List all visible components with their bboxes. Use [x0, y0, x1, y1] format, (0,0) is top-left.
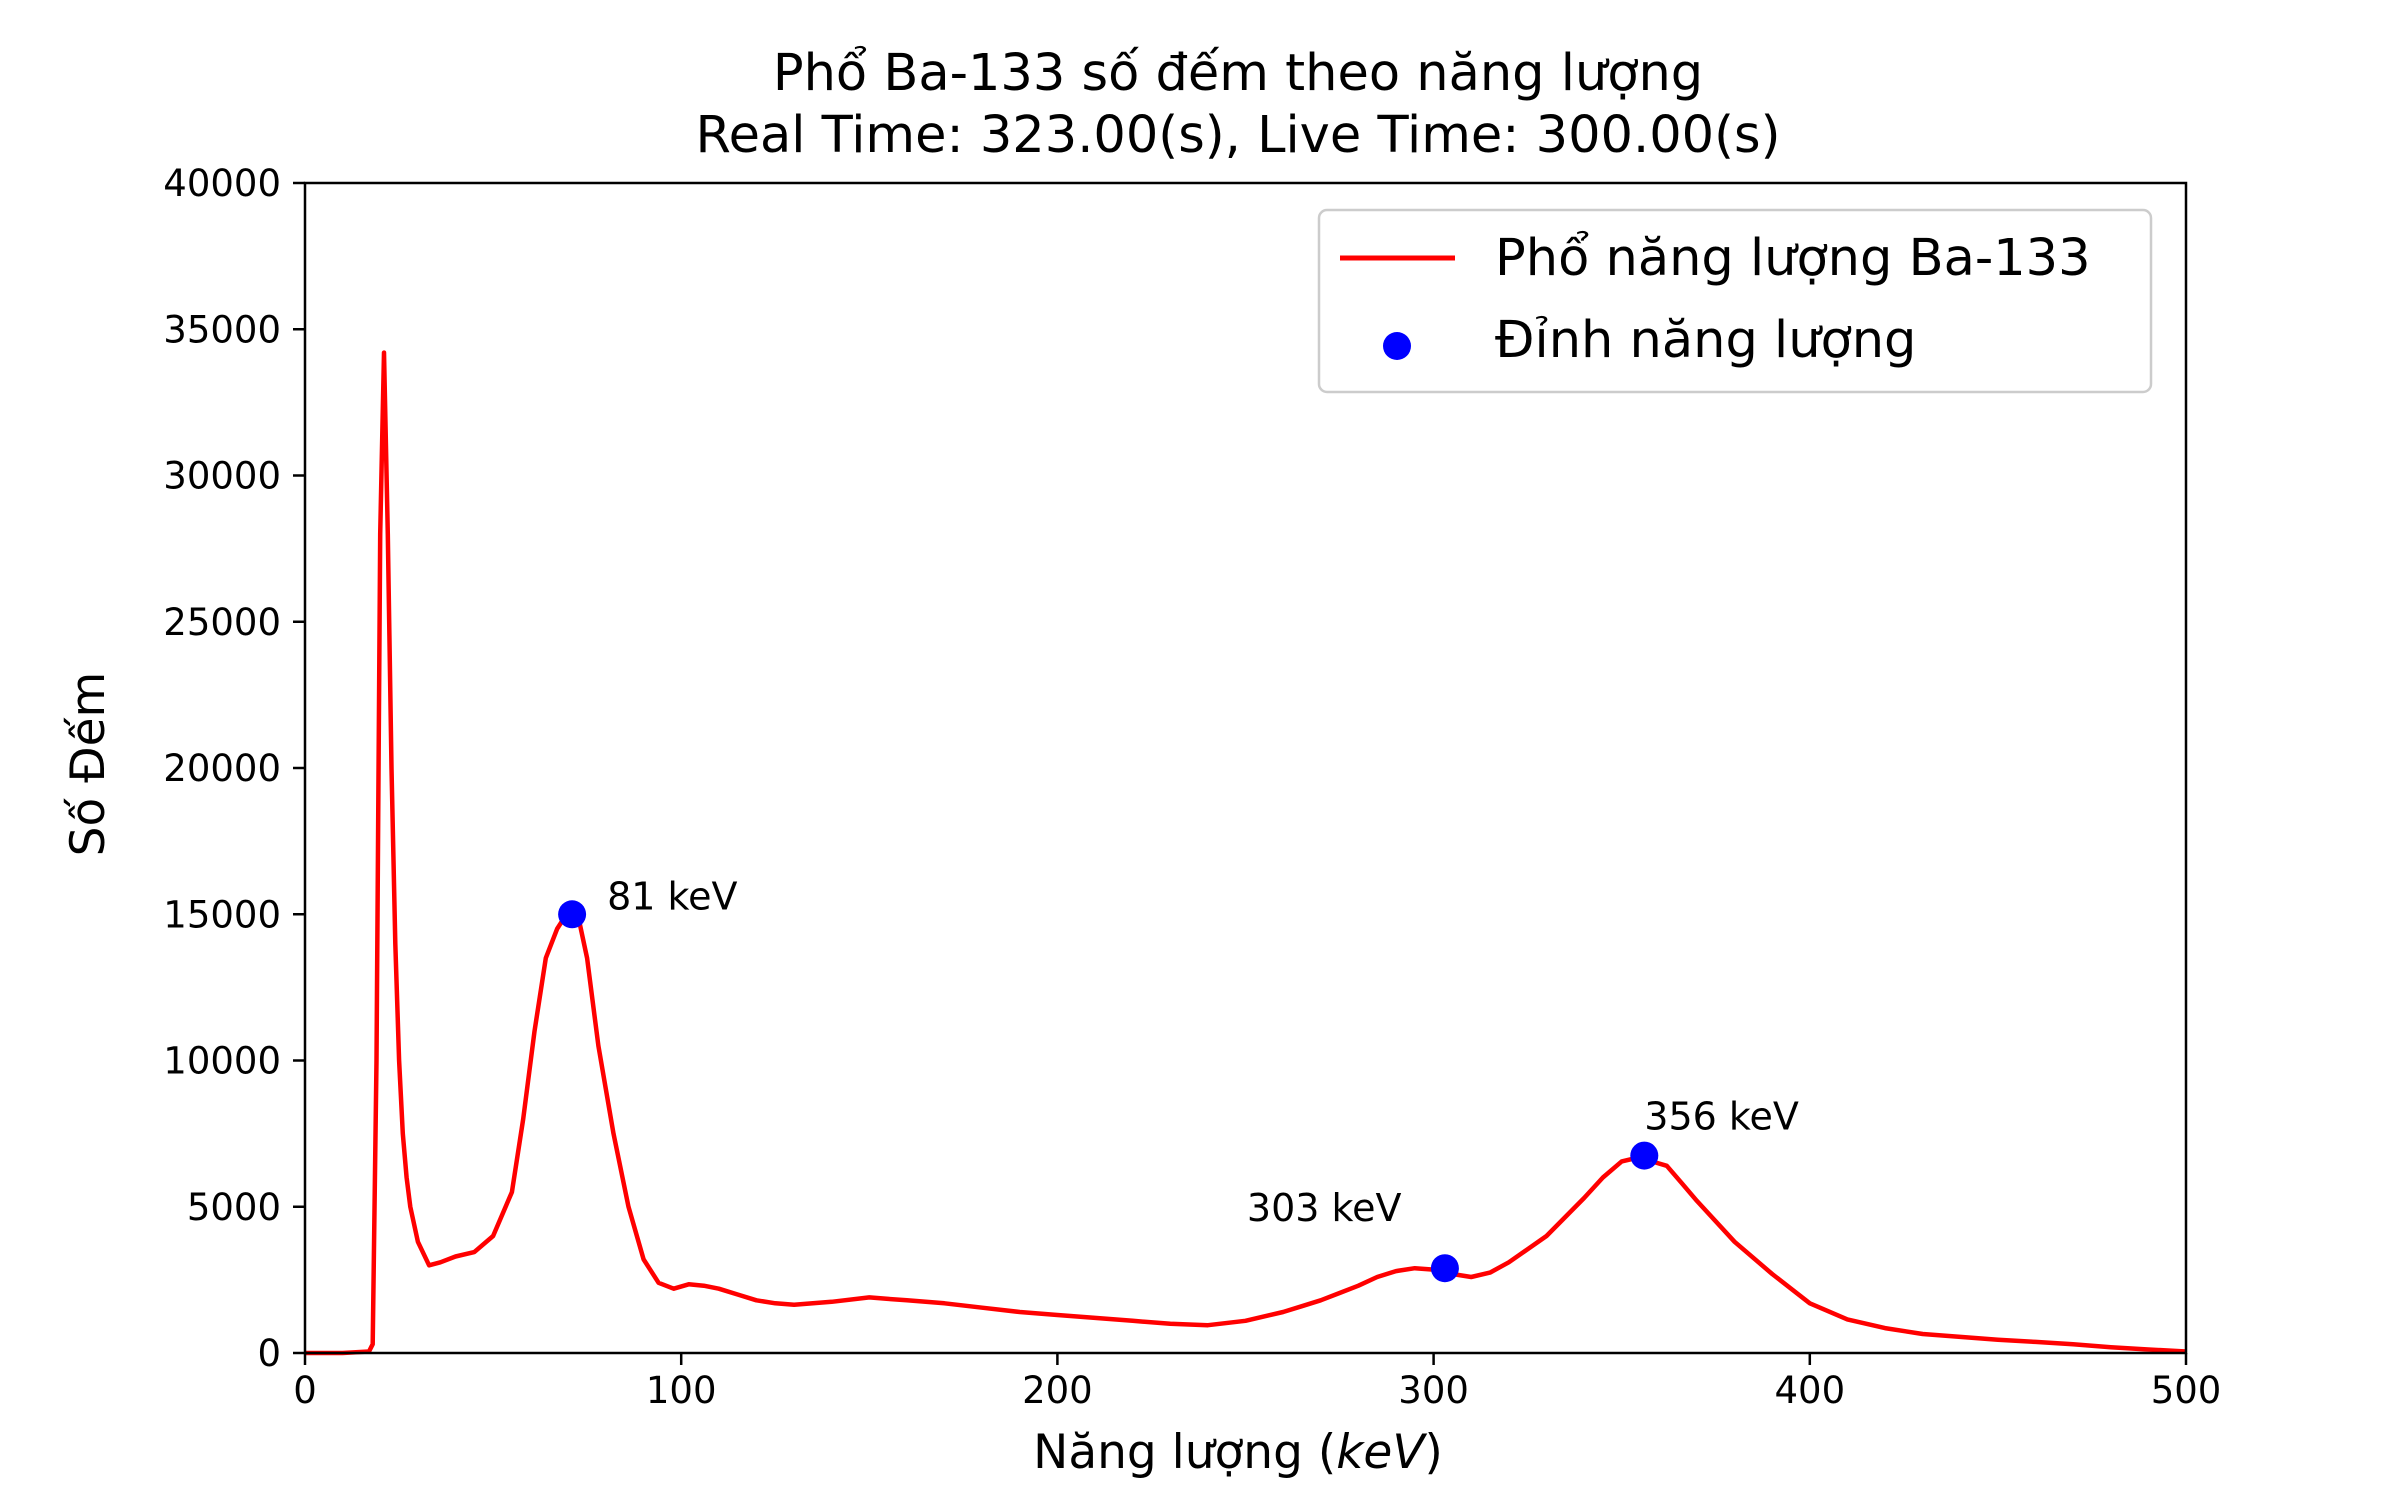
y-tick-label-6: 30000: [163, 455, 281, 498]
y-tick-label-1: 5000: [187, 1186, 281, 1229]
legend-label-peaks: Đỉnh năng lượng: [1495, 311, 1916, 370]
y-tick-label-8: 40000: [163, 162, 281, 205]
y-tick-label-4: 20000: [163, 747, 281, 790]
spectrum-line: [305, 350, 2187, 1356]
x-axis-label: Năng lượng (keV): [1033, 1425, 1443, 1480]
chart-title-line2: Real Time: 323.00(s), Live Time: 300.00(…: [696, 106, 1781, 165]
peak-annotation-1: 303 keV: [1247, 1186, 1402, 1230]
peak-annotation-2: 356 keV: [1644, 1095, 1799, 1139]
x-tick-label-2: 200: [1022, 1369, 1093, 1412]
y-tick-label-3: 15000: [163, 893, 281, 936]
x-tick-label-4: 400: [1774, 1369, 1845, 1412]
peak-marker-1: [1430, 1254, 1459, 1283]
y-tick-label-0: 0: [257, 1332, 281, 1375]
legend-label-spectrum: Phổ năng lượng Ba-133: [1495, 229, 2091, 288]
x-axis-label-close: ): [1424, 1425, 1442, 1480]
legend-dot-swatch: [1383, 332, 1411, 360]
x-axis-label-text: Năng lượng (: [1033, 1425, 1336, 1480]
y-tick-label-7: 35000: [163, 308, 281, 351]
legend: Phổ năng lượng Ba-133 Đỉnh năng lượng: [1317, 208, 2153, 394]
y-tick-label-5: 25000: [163, 601, 281, 644]
x-tick-label-3: 300: [1398, 1369, 1469, 1412]
x-tick-label-1: 100: [646, 1369, 717, 1412]
peak-marker-0: [558, 900, 587, 929]
x-axis-label-unit: keV: [1336, 1425, 1427, 1480]
chart-title-line1: Phổ Ba-133 số đếm theo năng lượng: [773, 44, 1703, 103]
peak-marker-2: [1630, 1141, 1659, 1170]
legend-frame: [1317, 208, 2153, 394]
x-tick-label-5: 500: [2151, 1369, 2222, 1412]
x-tick-label-0: 0: [293, 1369, 317, 1412]
y-axis-label: Số Đếm: [61, 672, 116, 857]
y-tick-label-2: 10000: [163, 1040, 281, 1083]
peak-annotation-0: 81 keV: [607, 874, 737, 918]
